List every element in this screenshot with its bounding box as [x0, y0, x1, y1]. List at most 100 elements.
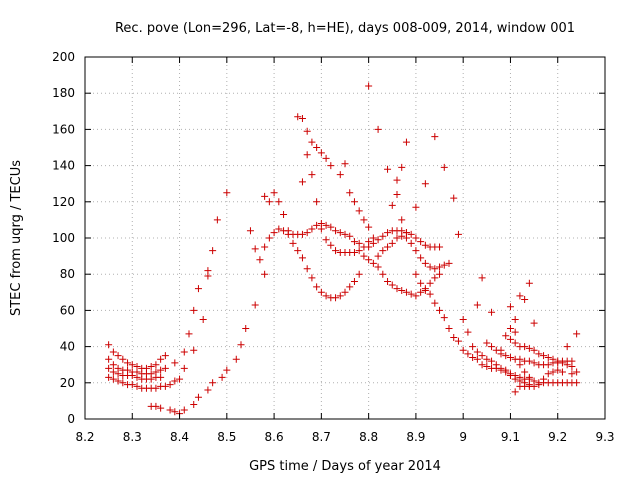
data-point	[549, 355, 557, 363]
data-point	[426, 279, 434, 287]
data-point	[355, 207, 363, 215]
data-point	[332, 294, 340, 302]
data-point	[473, 301, 481, 309]
data-point	[365, 243, 373, 251]
data-point	[393, 191, 401, 199]
data-point	[105, 341, 113, 349]
data-point	[336, 292, 344, 300]
y-tick-label: 140	[52, 159, 75, 173]
data-point	[332, 247, 340, 255]
data-point	[365, 82, 373, 90]
data-point	[199, 315, 207, 323]
data-point	[511, 328, 519, 336]
data-point	[502, 368, 510, 376]
data-point	[171, 377, 179, 385]
data-point	[421, 259, 429, 267]
data-point	[445, 325, 453, 332]
data-point	[114, 377, 122, 385]
data-point	[374, 252, 382, 260]
data-point	[119, 355, 127, 363]
data-point	[161, 352, 169, 360]
data-point	[440, 261, 448, 269]
data-point	[341, 230, 349, 238]
data-point	[346, 283, 354, 291]
data-point	[209, 247, 217, 255]
data-point	[398, 232, 406, 240]
data-point	[558, 368, 566, 376]
data-point	[256, 256, 264, 264]
data-point	[440, 163, 448, 171]
data-point	[412, 270, 420, 278]
data-point	[563, 343, 571, 351]
data-point	[308, 274, 316, 282]
data-point	[218, 373, 226, 381]
data-point	[469, 343, 477, 351]
data-point	[265, 198, 273, 206]
data-point	[511, 388, 519, 396]
data-point	[506, 325, 514, 332]
data-point	[251, 301, 259, 309]
data-point	[303, 265, 311, 273]
data-point	[506, 353, 514, 361]
data-point	[332, 227, 340, 235]
data-point	[573, 330, 581, 338]
data-point	[190, 346, 198, 354]
data-point	[544, 353, 552, 361]
data-point	[402, 288, 410, 296]
data-point	[204, 272, 212, 280]
data-point	[176, 375, 184, 383]
data-point	[270, 229, 278, 237]
data-point	[133, 373, 141, 381]
data-point	[398, 286, 406, 294]
data-point	[459, 346, 467, 354]
data-point	[431, 133, 439, 141]
data-point	[109, 361, 117, 369]
data-point	[275, 225, 283, 233]
data-point	[431, 299, 439, 307]
y-tick-label: 100	[52, 231, 75, 245]
data-point	[516, 361, 524, 369]
data-point	[284, 227, 292, 235]
data-point	[540, 352, 548, 360]
data-point	[379, 270, 387, 278]
data-point	[483, 355, 491, 363]
data-point	[209, 379, 217, 387]
data-point	[412, 247, 420, 255]
data-point	[398, 216, 406, 224]
data-point	[280, 210, 288, 218]
data-point	[303, 229, 311, 237]
data-point	[190, 306, 198, 314]
x-tick-label: 9.2	[548, 430, 567, 444]
data-point	[327, 162, 335, 170]
data-point	[350, 198, 358, 206]
data-point	[261, 270, 269, 278]
x-tick-label: 8.6	[265, 430, 284, 444]
data-point	[355, 270, 363, 278]
data-point	[147, 363, 155, 371]
data-point	[294, 113, 302, 121]
x-tick-label: 8.8	[359, 430, 378, 444]
data-point	[298, 254, 306, 262]
data-point	[384, 229, 392, 237]
data-point	[506, 370, 514, 378]
data-point	[402, 229, 410, 237]
data-point	[436, 270, 444, 278]
data-point	[346, 232, 354, 240]
y-tick-label: 200	[52, 50, 75, 64]
data-point	[473, 348, 481, 356]
x-tick-label: 8.7	[312, 430, 331, 444]
data-point	[152, 361, 160, 369]
data-point	[417, 279, 425, 287]
data-point	[384, 243, 392, 251]
data-point	[454, 337, 462, 345]
data-point	[478, 352, 486, 360]
data-point	[502, 352, 510, 360]
y-tick-label: 80	[60, 267, 75, 281]
data-point	[237, 341, 245, 349]
data-point	[407, 290, 415, 298]
data-point	[492, 364, 500, 372]
data-point	[573, 379, 581, 387]
data-point	[317, 149, 325, 157]
data-point	[317, 225, 325, 233]
